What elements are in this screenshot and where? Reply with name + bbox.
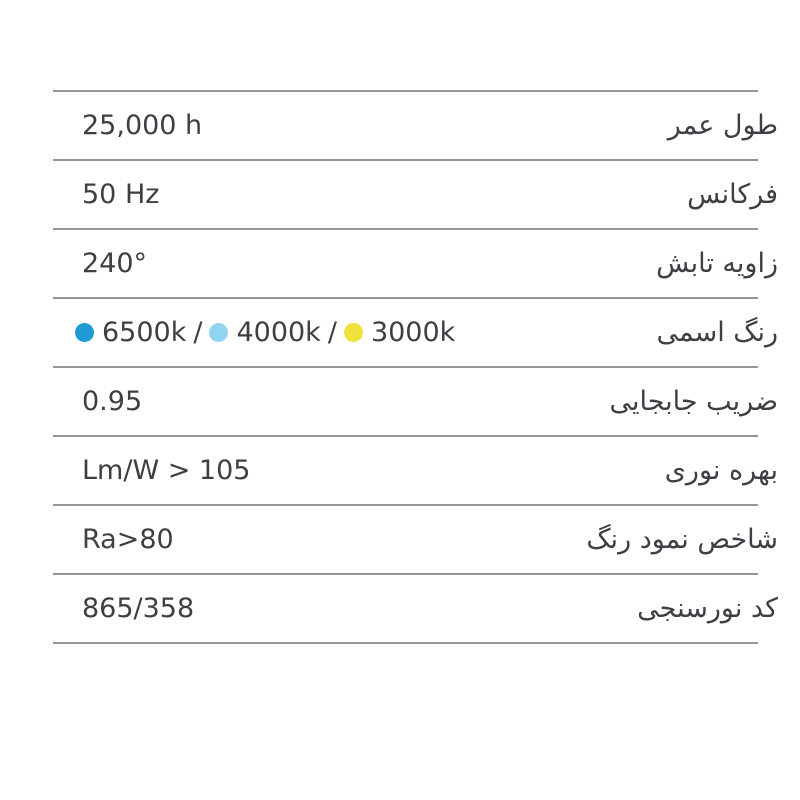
color-option-label: 6500k [102, 317, 187, 348]
spec-label: رنگ اسمی [656, 317, 778, 348]
spec-value: Ra>80 [82, 524, 174, 555]
row-nominal-color: 6500k / 4000k / 3000k رنگ اسمی [53, 299, 778, 368]
spec-value: 0.95 [82, 386, 143, 417]
option-separator: / [327, 317, 337, 348]
spec-table: 25,000 h طول عمر 50 Hz فرکانس 240° زاویه… [53, 90, 778, 644]
spec-label: شاخص نمود رنگ [586, 524, 778, 555]
spec-label: طول عمر [667, 110, 778, 141]
spec-label: کد نورسنجی [637, 593, 778, 624]
spec-value: 240° [82, 248, 148, 279]
row-color-rendering-index: Ra>80 شاخص نمود رنگ [53, 506, 778, 575]
row-frequency: 50 Hz فرکانس [53, 161, 778, 230]
color-dot-4000k [209, 323, 229, 342]
color-options: 6500k / 4000k / 3000k [53, 317, 455, 348]
spec-label: فرکانس [687, 179, 778, 210]
color-dot-6500k [75, 323, 94, 342]
spec-value: 50 Hz [82, 179, 160, 210]
spec-value: Lm/W > 105 [82, 455, 251, 486]
spec-label: بهره نوری [664, 455, 778, 486]
row-lifetime: 25,000 h طول عمر [53, 92, 778, 161]
row-photometric-code: 865/358 کد نورسنجی [53, 575, 778, 644]
row-beam-angle: 240° زاویه تابش [53, 230, 778, 299]
color-option-label: 3000k [370, 317, 456, 348]
spec-label: زاویه تابش [656, 248, 778, 279]
row-power-factor: 0.95 ضریب جابجایی [53, 368, 778, 437]
row-luminous-efficacy: Lm/W > 105 بهره نوری [53, 437, 778, 506]
color-option-label: 4000k [236, 317, 321, 348]
option-separator: / [193, 317, 203, 348]
color-dot-3000k [343, 323, 363, 342]
spec-label: ضریب جابجایی [609, 386, 778, 417]
spec-value: 865/358 [82, 593, 195, 624]
spec-value: 25,000 h [82, 110, 203, 141]
